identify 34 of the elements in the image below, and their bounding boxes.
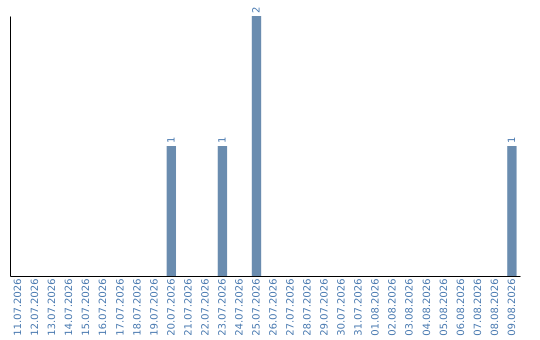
x-tick-label: 20.07.2026 [166,278,178,336]
x-tick-label: 02.08.2026 [388,278,399,336]
x-tick-label: 21.07.2026 [183,278,194,336]
x-tick-label: 25.07.2026 [251,278,262,336]
data-label: 1 [166,136,178,143]
x-tick-label: 28.07.2026 [302,278,314,336]
data-label: 1 [217,136,228,143]
data-label: 1 [506,136,518,143]
x-tick-label: 08.08.2026 [490,278,501,336]
x-tick-label: 11.07.2026 [13,278,24,336]
x-tick-label: 17.07.2026 [115,278,126,336]
x-tick-label: 03.08.2026 [404,278,416,336]
x-tick-label: 09.08.2026 [506,278,518,336]
x-tick-label: 18.07.2026 [132,278,144,336]
x-tick-label: 24.07.2026 [234,278,246,336]
x-tick-label: 13.07.2026 [47,278,58,336]
x-tick-label: 14.07.2026 [64,278,76,336]
x-tick-label: 15.07.2026 [81,278,92,336]
x-tick-label: 23.07.2026 [217,278,228,336]
x-tick-label: 19.07.2026 [149,278,160,336]
x-tick-label: 07.08.2026 [472,278,484,336]
x-tick-label: 27.07.2026 [286,278,297,336]
x-tick-label: 29.07.2026 [320,278,331,336]
x-tick-label: 06.08.2026 [456,278,467,336]
x-tick-label: 04.08.2026 [422,278,433,336]
x-tick-label: 31.07.2026 [354,278,365,336]
x-tick-label: 30.07.2026 [336,278,348,336]
x-tick-label: 12.07.2026 [30,278,42,336]
x-tick-label: 26.07.2026 [268,278,280,336]
data-label: 2 [251,6,262,13]
x-tick-label: 16.07.2026 [98,278,110,336]
x-tick-label: 05.08.2026 [438,278,450,336]
x-tick-label: 01.08.2026 [370,278,382,336]
x-tick-label: 22.07.2026 [200,278,212,336]
